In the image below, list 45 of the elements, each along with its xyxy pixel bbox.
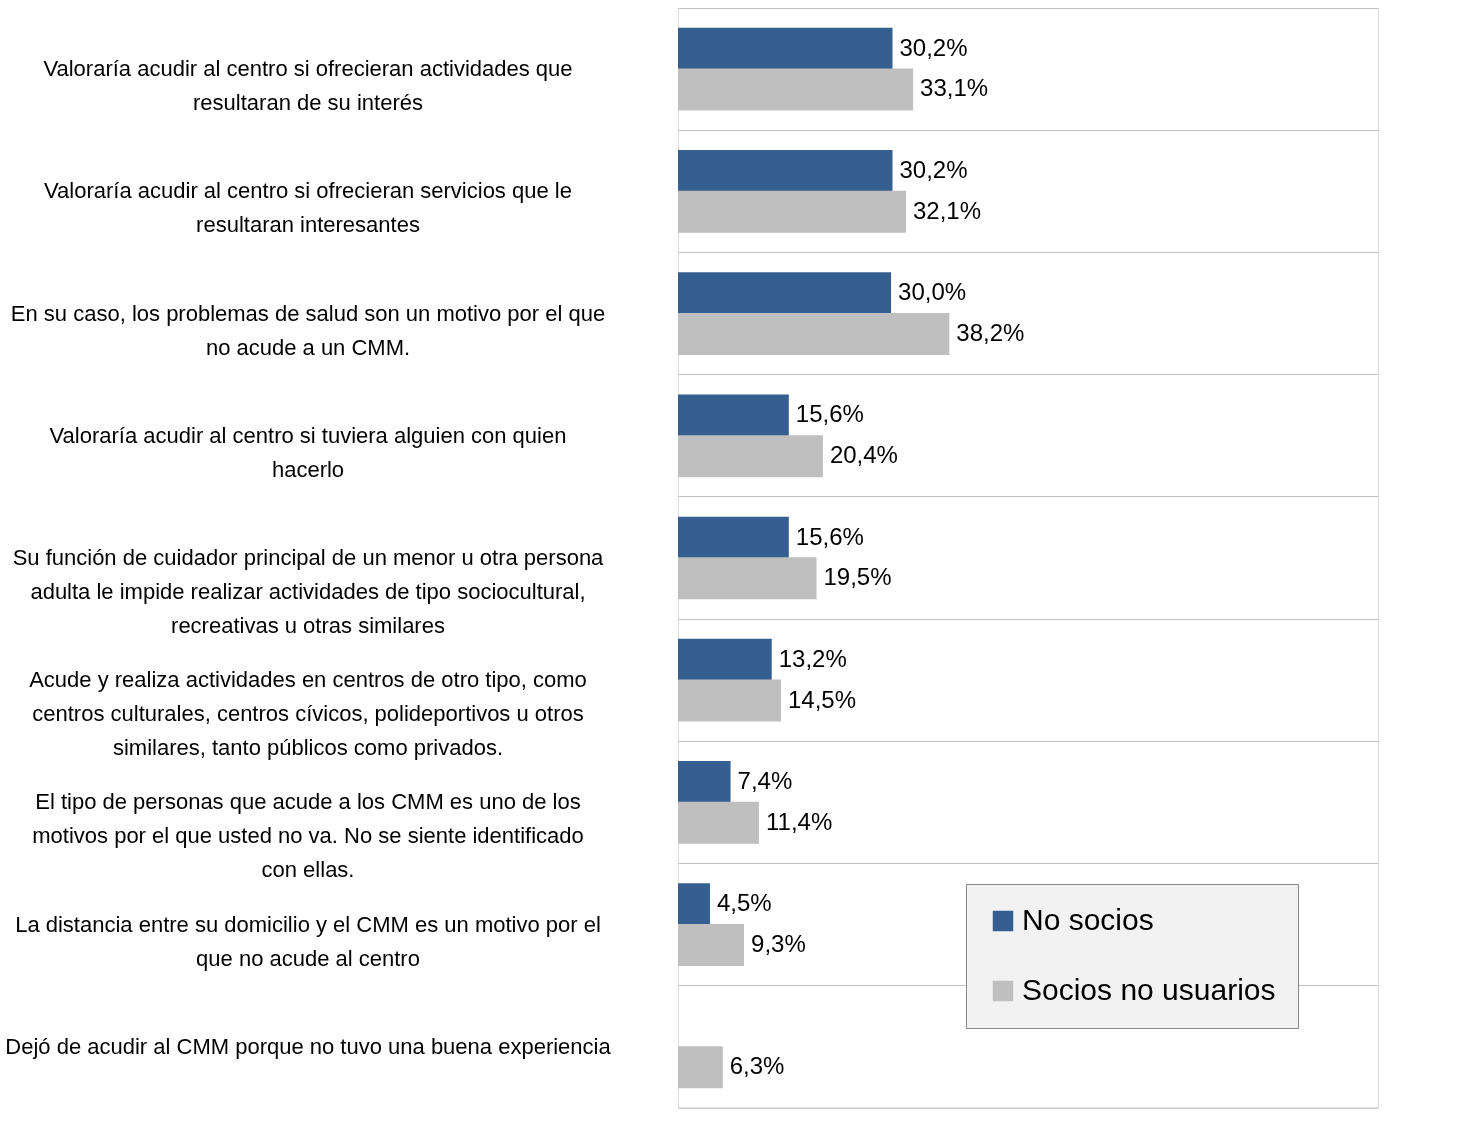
bar xyxy=(678,435,823,478)
y-tick-label: Valoraría acudir al centro si ofrecieran servicios que le resultaran interesantes xyxy=(44,178,572,238)
bar xyxy=(678,312,950,355)
legend-label: Socios no usuarios xyxy=(1022,973,1276,1006)
bar xyxy=(678,149,893,192)
data-label: 13,2% xyxy=(778,644,847,672)
bar xyxy=(678,27,893,70)
data-label: 11,4% xyxy=(765,807,833,835)
bar xyxy=(678,801,759,844)
data-label: 15,6% xyxy=(795,400,864,428)
data-label: 30,2% xyxy=(899,33,968,61)
y-tick-label: Dejó de acudir al CMM porque no tuvo una buena experiencia xyxy=(5,1033,612,1059)
data-label: 9,3% xyxy=(751,930,806,958)
y-tick-label: Valoraría acudir al centro si tuviera alguien con quien hacerlo xyxy=(49,422,567,482)
y-tick-label: El tipo de personas que acude a los CMM es uno de los motivos por el que usted no va. No se siente identificado con ellas. xyxy=(32,789,584,883)
data-label: 20,4% xyxy=(829,441,898,469)
y-tick-label: Valoraría acudir al centro si ofrecieran actividades que resultaran de su interés xyxy=(43,56,573,116)
data-label: 15,6% xyxy=(795,522,864,550)
bar xyxy=(678,638,772,681)
y-tick-label: Acude y realiza actividades en centros de otro tipo, como centros culturales, centros cívicos, polideportivos u otros similares, tanto públicos como privados. xyxy=(29,667,587,761)
bar xyxy=(678,394,789,437)
data-label: 30,2% xyxy=(899,155,968,183)
bar xyxy=(678,1046,723,1089)
bar xyxy=(678,516,789,559)
bar xyxy=(678,924,745,967)
y-tick-label: La distancia entre su domicilio y el CMM es un motivo por el que no acude al centro xyxy=(15,911,601,971)
data-label: 7,4% xyxy=(737,767,793,795)
data-label: 6,3% xyxy=(729,1052,785,1080)
bar xyxy=(678,272,892,315)
bar xyxy=(678,68,914,111)
bar xyxy=(678,761,731,804)
legend-label: No socios xyxy=(1022,903,1154,936)
data-label: 33,1% xyxy=(920,74,989,102)
y-tick-label: En su caso, los problemas de salud son un motivo por el que no acude a un CMM. xyxy=(10,300,606,360)
data-label: 30,0% xyxy=(898,278,967,306)
data-label: 14,5% xyxy=(787,685,857,713)
bar xyxy=(678,883,710,926)
data-label: 19,5% xyxy=(823,563,892,591)
bar xyxy=(678,679,781,722)
data-label: 32,1% xyxy=(912,196,982,224)
data-label: 38,2% xyxy=(956,318,1025,346)
y-tick-label: Su función de cuidador principal de un menor u otra persona adulta le impide realizar actividades de tipo sociocultural, recreativas u otras similares xyxy=(12,545,605,638)
bar xyxy=(678,557,817,600)
data-label: 4,5% xyxy=(716,889,772,917)
bar xyxy=(678,190,906,233)
